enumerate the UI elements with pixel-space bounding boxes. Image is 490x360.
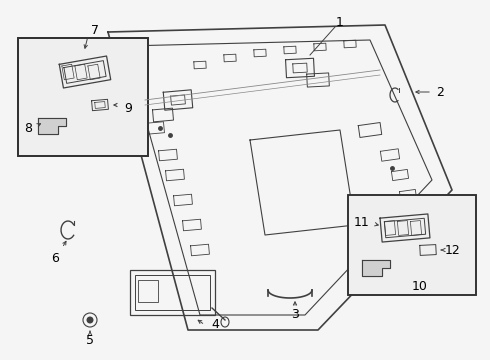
Text: 6: 6 (51, 252, 59, 265)
Polygon shape (38, 118, 66, 134)
Bar (135, 275, 210, 310)
Bar (18, 38, 148, 156)
Bar (130, 270, 215, 315)
Text: 12: 12 (445, 243, 461, 256)
Text: 7: 7 (91, 23, 99, 36)
Text: 5: 5 (86, 333, 94, 346)
Text: 10: 10 (412, 279, 428, 292)
Bar (138, 280, 158, 302)
Circle shape (87, 316, 94, 324)
Bar (18, 38, 148, 156)
Text: 11: 11 (354, 216, 370, 229)
Text: 4: 4 (211, 319, 219, 332)
Bar (348, 195, 476, 295)
Text: 3: 3 (291, 309, 299, 321)
Text: 1: 1 (336, 15, 344, 28)
Bar (348, 195, 476, 295)
Text: 9: 9 (124, 102, 132, 114)
Bar (18, 38, 148, 156)
Text: 8: 8 (24, 122, 32, 135)
Text: 2: 2 (436, 85, 444, 99)
Polygon shape (362, 260, 390, 276)
